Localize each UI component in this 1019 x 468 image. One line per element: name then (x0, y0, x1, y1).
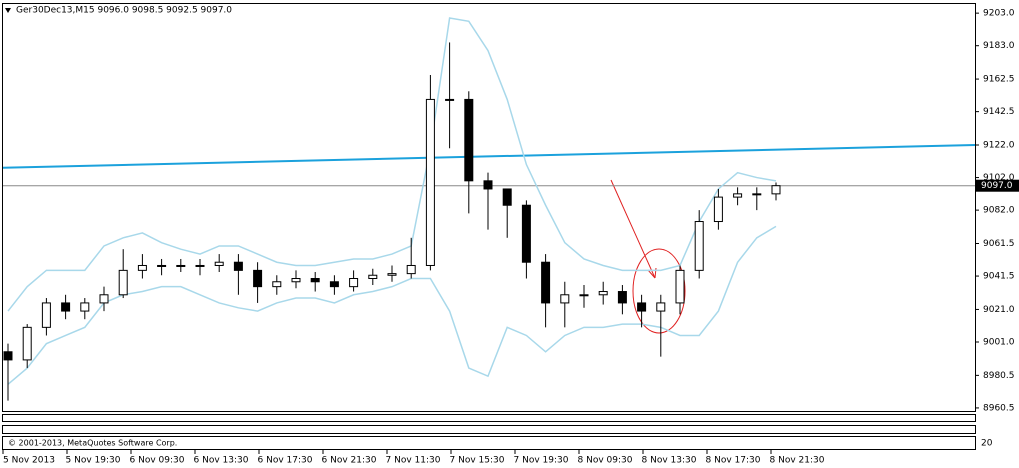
candle-body (99, 294, 109, 304)
x-tick-label: 5 Nov 19:30 (66, 456, 121, 466)
y-tick-label: 8960.5 (983, 403, 1015, 413)
candle-body (521, 204, 531, 263)
x-tick-label: 6 Nov 21:30 (322, 456, 377, 466)
candle-body (771, 185, 781, 195)
candle-body (579, 294, 589, 297)
candle-body (195, 264, 205, 267)
candle-body (598, 291, 608, 296)
candle-body (291, 278, 301, 283)
sub-pane (2, 436, 976, 450)
y-tick-label: 9021.0 (983, 305, 1015, 315)
x-tick-label: 8 Nov 17:30 (706, 456, 761, 466)
x-tick-label: 6 Nov 17:30 (258, 456, 313, 466)
candle-body (253, 269, 263, 288)
candle-body (3, 351, 13, 361)
candle-body (387, 273, 397, 276)
candle-body (272, 281, 282, 288)
candle-body (61, 302, 71, 312)
price-label-box (975, 179, 1019, 192)
sub-pane (2, 425, 976, 434)
x-tick-label: 5 Nov 2013 (3, 456, 55, 466)
x-tick-label: 6 Nov 13:30 (194, 456, 249, 466)
candle-body (80, 302, 90, 312)
subpane-text: © 2001-2013, MetaQuotes Software Corp. (8, 439, 177, 448)
subpane-tick: 20 (981, 439, 993, 449)
x-tick-label: 6 Nov 09:30 (130, 456, 185, 466)
band-line (7, 17, 777, 312)
candle-body (483, 180, 493, 190)
candle-body (464, 98, 474, 182)
candle-body (368, 274, 378, 280)
y-tick-label: 9061.5 (983, 239, 1015, 249)
candle-body (675, 269, 685, 304)
candle-body (733, 193, 743, 198)
x-tick-label: 8 Nov 21:30 (770, 456, 825, 466)
y-tick-label: 8980.5 (983, 371, 1015, 381)
candle-body (617, 291, 627, 304)
sub-pane (2, 414, 976, 422)
y-tick-label: 9102.0 (983, 173, 1015, 183)
candle-body (214, 261, 224, 266)
candle-body (502, 188, 512, 206)
y-tick-label: 9001.0 (983, 337, 1015, 347)
annotation-ellipse (632, 248, 686, 334)
candle-body (425, 98, 435, 266)
price-label: 9097.0 (981, 181, 1013, 191)
y-tick-label: 9122.0 (983, 141, 1015, 151)
trend-line (2, 144, 976, 169)
main-pane (2, 3, 976, 412)
candle-body (329, 281, 339, 288)
y-tick-label: 9082.0 (983, 206, 1015, 216)
x-tick-label: 8 Nov 13:30 (642, 456, 697, 466)
candle-body (349, 278, 359, 288)
candle-body (713, 196, 723, 223)
x-tick-label: 7 Nov 15:30 (450, 456, 505, 466)
candle-body (176, 264, 186, 267)
candle-body (637, 302, 647, 312)
candle-body (694, 221, 704, 271)
y-tick-label: 9142.5 (983, 107, 1015, 117)
candle-body (541, 261, 551, 304)
candle-body (310, 278, 320, 283)
y-tick-label: 9203.0 (983, 9, 1015, 19)
candle-body (233, 261, 243, 271)
candle-body (406, 264, 416, 275)
y-tick-label: 9162.5 (983, 75, 1015, 85)
candle-body (560, 294, 570, 304)
annotation-arrow (610, 179, 656, 279)
y-tick-label: 9183.0 (983, 41, 1015, 51)
x-tick-label: 7 Nov 11:30 (386, 456, 441, 466)
candle-body (137, 264, 147, 271)
chart-title: Ger30Dec13,M15 9096.0 9098.5 9092.5 9097… (16, 6, 232, 16)
candle-body (752, 193, 762, 196)
band-line (7, 225, 777, 385)
x-tick-label: 8 Nov 09:30 (578, 456, 633, 466)
candle-body (157, 264, 167, 267)
candle-body (41, 302, 51, 328)
candle-body (445, 98, 455, 101)
candle-body (656, 302, 666, 312)
y-tick-label: 9041.5 (983, 272, 1015, 282)
menu-triangle[interactable] (5, 8, 11, 13)
candle-body (22, 326, 32, 361)
x-tick-label: 7 Nov 19:30 (514, 456, 569, 466)
candle-body (118, 269, 128, 296)
